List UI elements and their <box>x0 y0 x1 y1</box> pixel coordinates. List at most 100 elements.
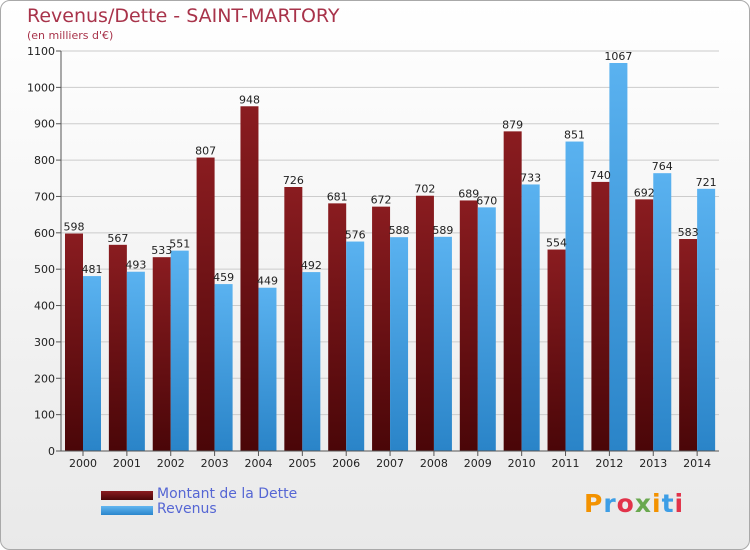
logo-letter: t <box>661 489 675 518</box>
data-label-dette: 702 <box>414 183 435 196</box>
data-label-revenus: 764 <box>652 160 673 173</box>
bar-dette <box>591 181 610 451</box>
x-tick-label: 2010 <box>508 457 536 470</box>
y-tick-label: 600 <box>34 227 55 240</box>
bar-dette <box>196 157 215 451</box>
logo-letter: i <box>674 489 685 518</box>
data-label-revenus: 1067 <box>604 50 632 63</box>
data-label-revenus: 733 <box>520 171 541 184</box>
y-tick-label: 200 <box>34 372 55 385</box>
data-label-revenus: 449 <box>257 275 278 288</box>
data-label-dette: 672 <box>371 194 392 207</box>
data-label-dette: 692 <box>634 186 655 199</box>
bar-dette <box>152 257 171 451</box>
x-tick-label: 2013 <box>639 457 667 470</box>
data-label-revenus: 481 <box>82 263 103 276</box>
logo-letter: r <box>603 489 617 518</box>
data-label-dette: 879 <box>502 118 523 131</box>
bars <box>65 63 716 452</box>
x-tick-label: 2005 <box>288 457 316 470</box>
x-tick-label: 2004 <box>244 457 272 470</box>
x-tick-label: 2011 <box>552 457 580 470</box>
y-tick-label: 400 <box>34 300 55 313</box>
bar-revenus <box>83 276 101 451</box>
y-tick-label: 0 <box>48 445 55 458</box>
bar-revenus <box>214 284 233 451</box>
bar-revenus <box>302 272 321 451</box>
bar-dette <box>547 249 566 451</box>
chart-title: Revenus/Dette - SAINT-MARTORY <box>27 5 340 27</box>
x-tick-label: 2014 <box>683 457 711 470</box>
data-label-dette: 533 <box>151 244 172 257</box>
bar-dette <box>284 187 303 451</box>
data-label-dette: 740 <box>590 169 611 182</box>
data-label-revenus: 721 <box>696 176 717 189</box>
logo-letter: P <box>584 489 604 518</box>
bar-revenus <box>390 237 409 451</box>
bar-revenus <box>170 250 189 451</box>
bar-revenus <box>609 63 628 451</box>
data-label-revenus: 493 <box>125 259 146 272</box>
data-label-revenus: 551 <box>169 238 190 251</box>
data-label-revenus: 589 <box>432 224 453 237</box>
x-tick-label: 2001 <box>113 457 141 470</box>
x-tick-label: 2012 <box>595 457 623 470</box>
data-label-revenus: 670 <box>476 194 497 207</box>
x-tick-label: 2008 <box>420 457 448 470</box>
axes: 0 100 200 300 400 500 600 700 800 900 1000 1100 2000… <box>27 45 719 470</box>
data-label-dette: 567 <box>107 232 128 245</box>
data-label-revenus: 492 <box>301 259 322 272</box>
data-label-dette: 726 <box>283 174 304 187</box>
legend-label-revenus: Revenus <box>157 501 217 517</box>
x-tick-label: 2007 <box>376 457 404 470</box>
bar-dette <box>415 195 434 451</box>
x-tick-label: 2000 <box>69 457 97 470</box>
bar-dette <box>372 206 391 451</box>
data-label-dette: 948 <box>239 93 260 106</box>
bar-dette <box>65 233 83 451</box>
bar-revenus <box>346 241 365 451</box>
y-tick-label: 700 <box>34 190 55 203</box>
data-label-dette: 583 <box>678 226 699 239</box>
chart-subtitle: (en milliers d'€) <box>27 29 114 42</box>
x-tick-label: 2006 <box>332 457 360 470</box>
bar-revenus <box>477 207 496 451</box>
y-tick-label: 100 <box>34 409 55 422</box>
x-tick-label: 2009 <box>464 457 492 470</box>
bar-dette <box>635 199 654 451</box>
logo-letter: i <box>652 489 662 518</box>
data-label-revenus: 588 <box>389 224 410 237</box>
data-label-dette: 689 <box>458 187 479 200</box>
y-tick-label: 500 <box>34 263 55 276</box>
logo-letter: o <box>616 489 635 518</box>
data-label-dette: 554 <box>546 237 567 250</box>
y-tick-label: 900 <box>34 118 55 131</box>
bar-revenus <box>565 141 584 451</box>
bar-revenus <box>697 188 716 451</box>
data-label-dette: 807 <box>195 145 216 158</box>
y-tick-label: 1000 <box>27 81 55 94</box>
data-label-revenus: 851 <box>564 129 585 142</box>
bar-dette <box>679 239 698 451</box>
proxiti-logo: Proxiti <box>584 489 684 518</box>
legend-label-dette: Montant de la Dette <box>157 486 298 502</box>
bar-dette <box>328 203 347 451</box>
bar-revenus <box>521 184 540 452</box>
data-label-revenus: 576 <box>345 229 366 242</box>
y-tick-label: 800 <box>34 154 55 167</box>
bar-dette <box>108 244 127 451</box>
logo-letter: x <box>634 489 652 518</box>
legend-swatch-revenus <box>101 506 153 515</box>
y-tick-label: 300 <box>34 336 55 349</box>
x-tick-label: 2003 <box>201 457 229 470</box>
bar-dette <box>240 106 259 451</box>
x-tick-label: 2002 <box>157 457 185 470</box>
y-tick-label: 1100 <box>27 45 55 58</box>
bar-revenus <box>126 271 145 451</box>
data-label-dette: 681 <box>327 190 348 203</box>
bar-revenus <box>258 287 277 451</box>
bar-dette <box>459 200 478 451</box>
